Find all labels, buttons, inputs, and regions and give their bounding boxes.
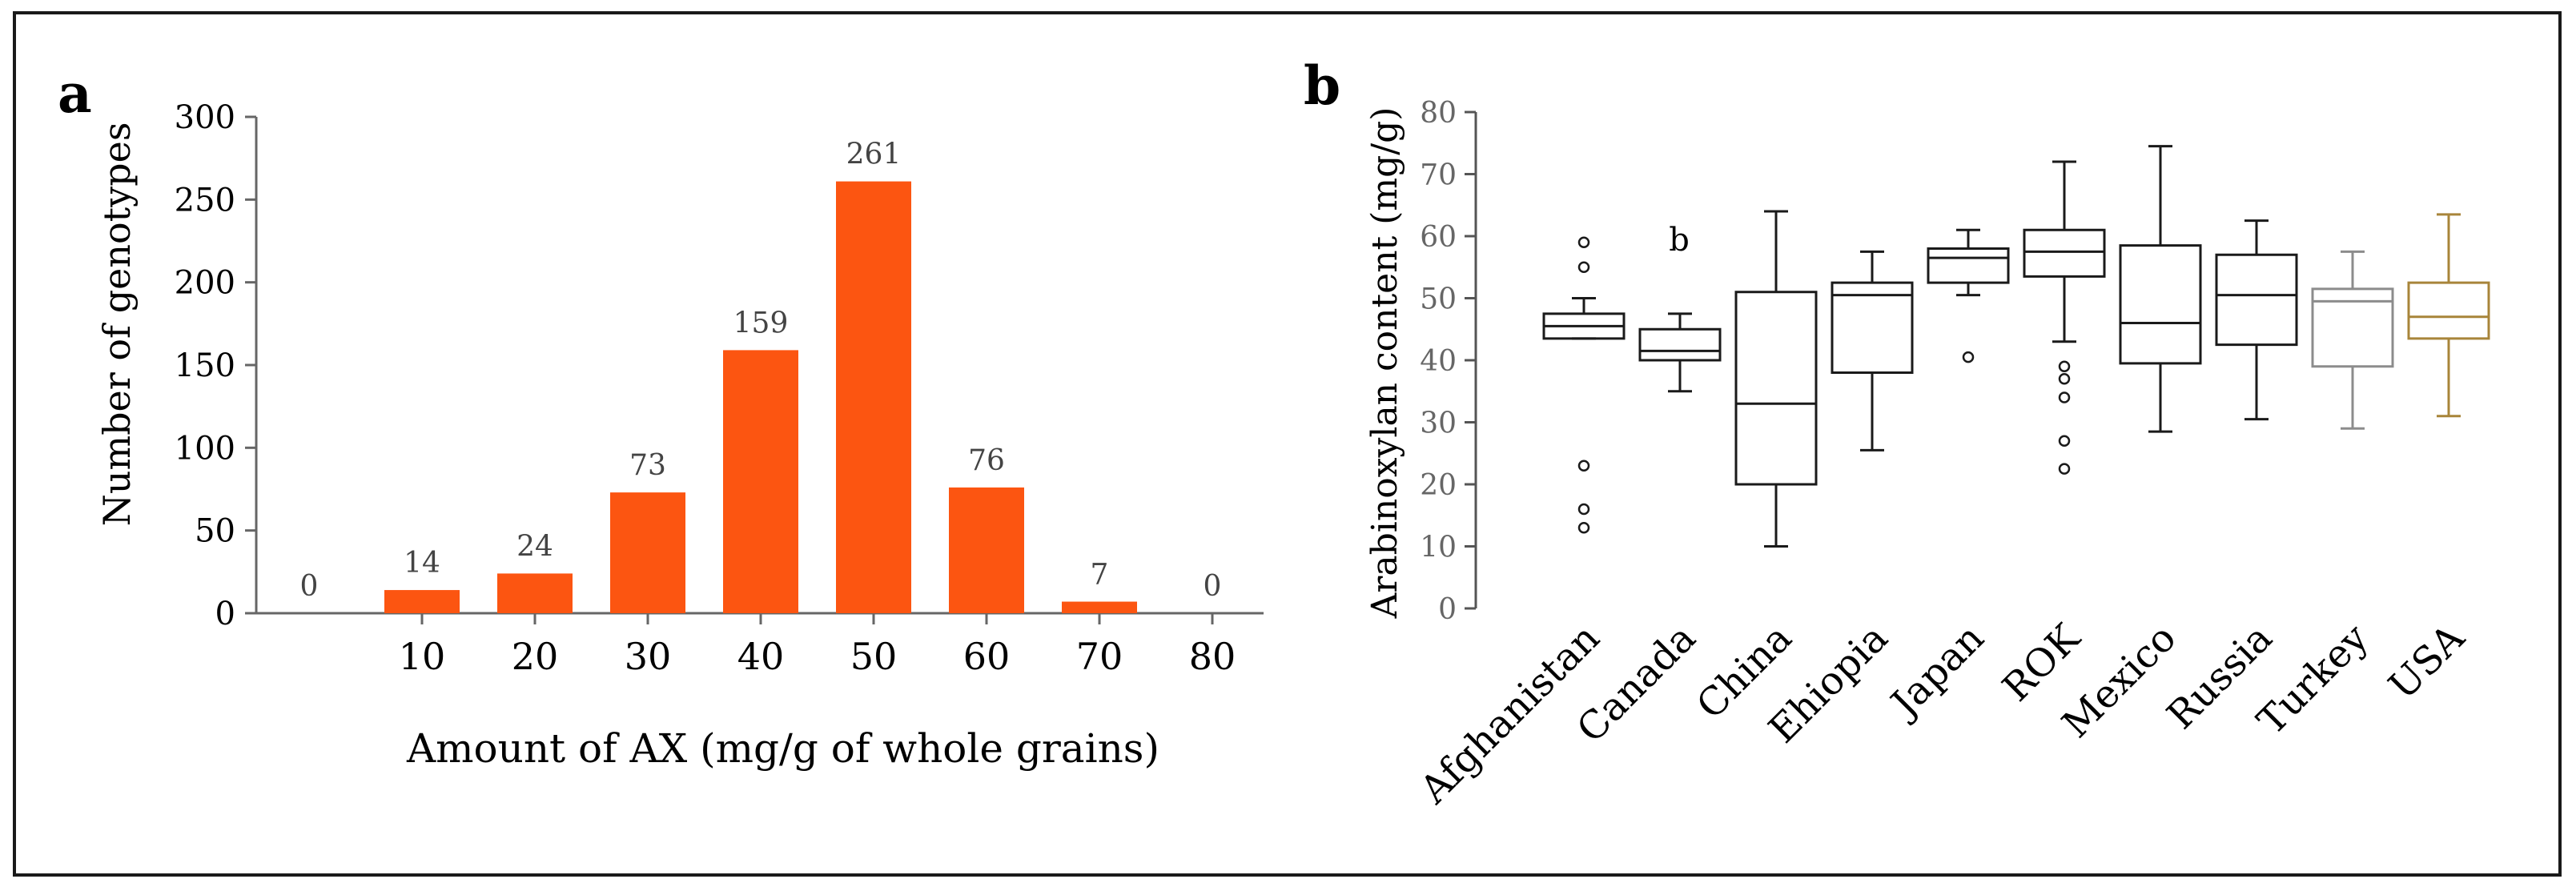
b-y-tick-label: 80	[1420, 97, 1457, 130]
a-y-tick-label: 200	[175, 265, 235, 302]
b-y-tick-label: 0	[1438, 593, 1457, 626]
panel-b-y-axis: 0 10 20 30 40 50 60 70 80	[1420, 97, 1477, 626]
a-value-label: 261	[846, 138, 902, 171]
a-x-tick-label: 70	[1076, 635, 1123, 678]
a-value-label: 7	[1091, 559, 1109, 592]
panel-a-bars	[384, 181, 1137, 614]
b-box-group	[2215, 219, 2298, 421]
a-x-tick-label: 20	[512, 635, 559, 678]
panel-b-annotation: b	[1669, 222, 1690, 259]
b-box-group	[1542, 236, 1626, 534]
panel-b-y-axis-title: Arabinoxylan content (mg/g)	[1364, 107, 1405, 620]
b-box	[2311, 287, 2394, 368]
a-x-tick-label: 30	[625, 635, 672, 678]
b-outlier	[1577, 460, 1590, 472]
panel-b: b Arabinoxylan content (mg/g) b 0 10 20 30 4…	[1304, 54, 2490, 813]
b-box	[2023, 228, 2106, 278]
b-outlier	[2058, 360, 2071, 372]
a-y-tick-label: 50	[195, 513, 235, 550]
a-value-label: 0	[300, 570, 319, 603]
panel-a-x-axis: 10 20 30 40 50 60 70 80	[256, 612, 1264, 678]
a-x-tick-label: 40	[737, 635, 785, 678]
a-bar	[836, 181, 911, 614]
panel-a-label: a	[58, 62, 92, 125]
b-y-tick-label: 60	[1420, 221, 1457, 254]
b-outlier	[1577, 522, 1590, 534]
b-box-group	[2407, 213, 2490, 418]
b-box	[2119, 244, 2202, 365]
b-outlier	[2058, 463, 2071, 475]
panel-a: a Number of genotypes Amount of AX (mg/g…	[58, 62, 1264, 772]
b-outlier	[2058, 391, 2071, 403]
panel-b-label: b	[1304, 54, 1340, 117]
a-y-tick-label: 0	[215, 596, 235, 632]
a-bar	[949, 487, 1024, 613]
a-x-tick-label: 10	[399, 635, 446, 678]
b-outlier	[1962, 351, 1975, 363]
a-x-tick-label: 60	[963, 635, 1011, 678]
figure-frame	[13, 11, 2562, 877]
a-bar	[1062, 601, 1137, 613]
a-value-label: 14	[404, 547, 440, 580]
panel-b-boxes	[1542, 145, 2490, 548]
b-box	[1831, 281, 1914, 374]
b-x-label: USA	[2381, 615, 2474, 708]
b-box	[1734, 291, 1818, 486]
a-value-label: 73	[629, 449, 666, 482]
a-x-tick-label: 80	[1189, 635, 1236, 678]
a-y-tick-label: 300	[175, 99, 235, 136]
b-box-group	[2311, 250, 2394, 430]
b-box	[1927, 247, 2010, 284]
b-box	[2407, 281, 2490, 340]
b-box-group	[1734, 210, 1818, 548]
panel-a-y-axis-title: Number of genotypes	[95, 122, 139, 527]
a-y-tick-label: 100	[175, 430, 235, 467]
b-outlier	[2058, 373, 2071, 385]
a-y-tick-label: 250	[175, 182, 235, 219]
a-bar	[384, 590, 460, 613]
a-bar	[610, 492, 685, 613]
b-box	[1638, 327, 1722, 362]
a-bar	[723, 350, 798, 613]
panel-a-x-axis-title: Amount of AX (mg/g of whole grains)	[406, 725, 1159, 772]
panel-a-y-axis: 0 50 100 150 200 250 300	[175, 99, 258, 632]
b-x-label: Japan	[1880, 616, 1993, 728]
b-box-group	[2119, 145, 2202, 433]
a-value-label: 76	[968, 444, 1005, 477]
b-y-tick-label: 10	[1420, 532, 1457, 564]
a-value-label: 24	[516, 530, 553, 563]
a-value-label: 159	[733, 307, 789, 339]
a-y-tick-label: 150	[175, 347, 235, 384]
b-y-tick-label: 30	[1420, 407, 1457, 440]
b-y-tick-label: 70	[1420, 159, 1457, 192]
a-x-tick-label: 50	[850, 635, 898, 678]
b-outlier	[2058, 435, 2071, 447]
b-y-tick-label: 40	[1420, 345, 1457, 378]
b-box-group	[1638, 312, 1722, 393]
b-y-tick-label: 50	[1420, 283, 1457, 316]
b-outlier	[1577, 236, 1590, 248]
b-y-tick-label: 20	[1420, 469, 1457, 502]
b-outlier	[1577, 503, 1590, 516]
b-outlier	[1577, 261, 1590, 273]
b-box-group	[1831, 250, 1914, 452]
a-value-label: 0	[1204, 570, 1222, 603]
panel-a-value-labels: 0 14 24 73 159 261 76 7 0	[300, 138, 1222, 603]
b-box	[2215, 253, 2298, 347]
b-box-group	[1927, 228, 2010, 363]
a-bar	[497, 573, 573, 613]
b-box-group	[2023, 160, 2106, 475]
